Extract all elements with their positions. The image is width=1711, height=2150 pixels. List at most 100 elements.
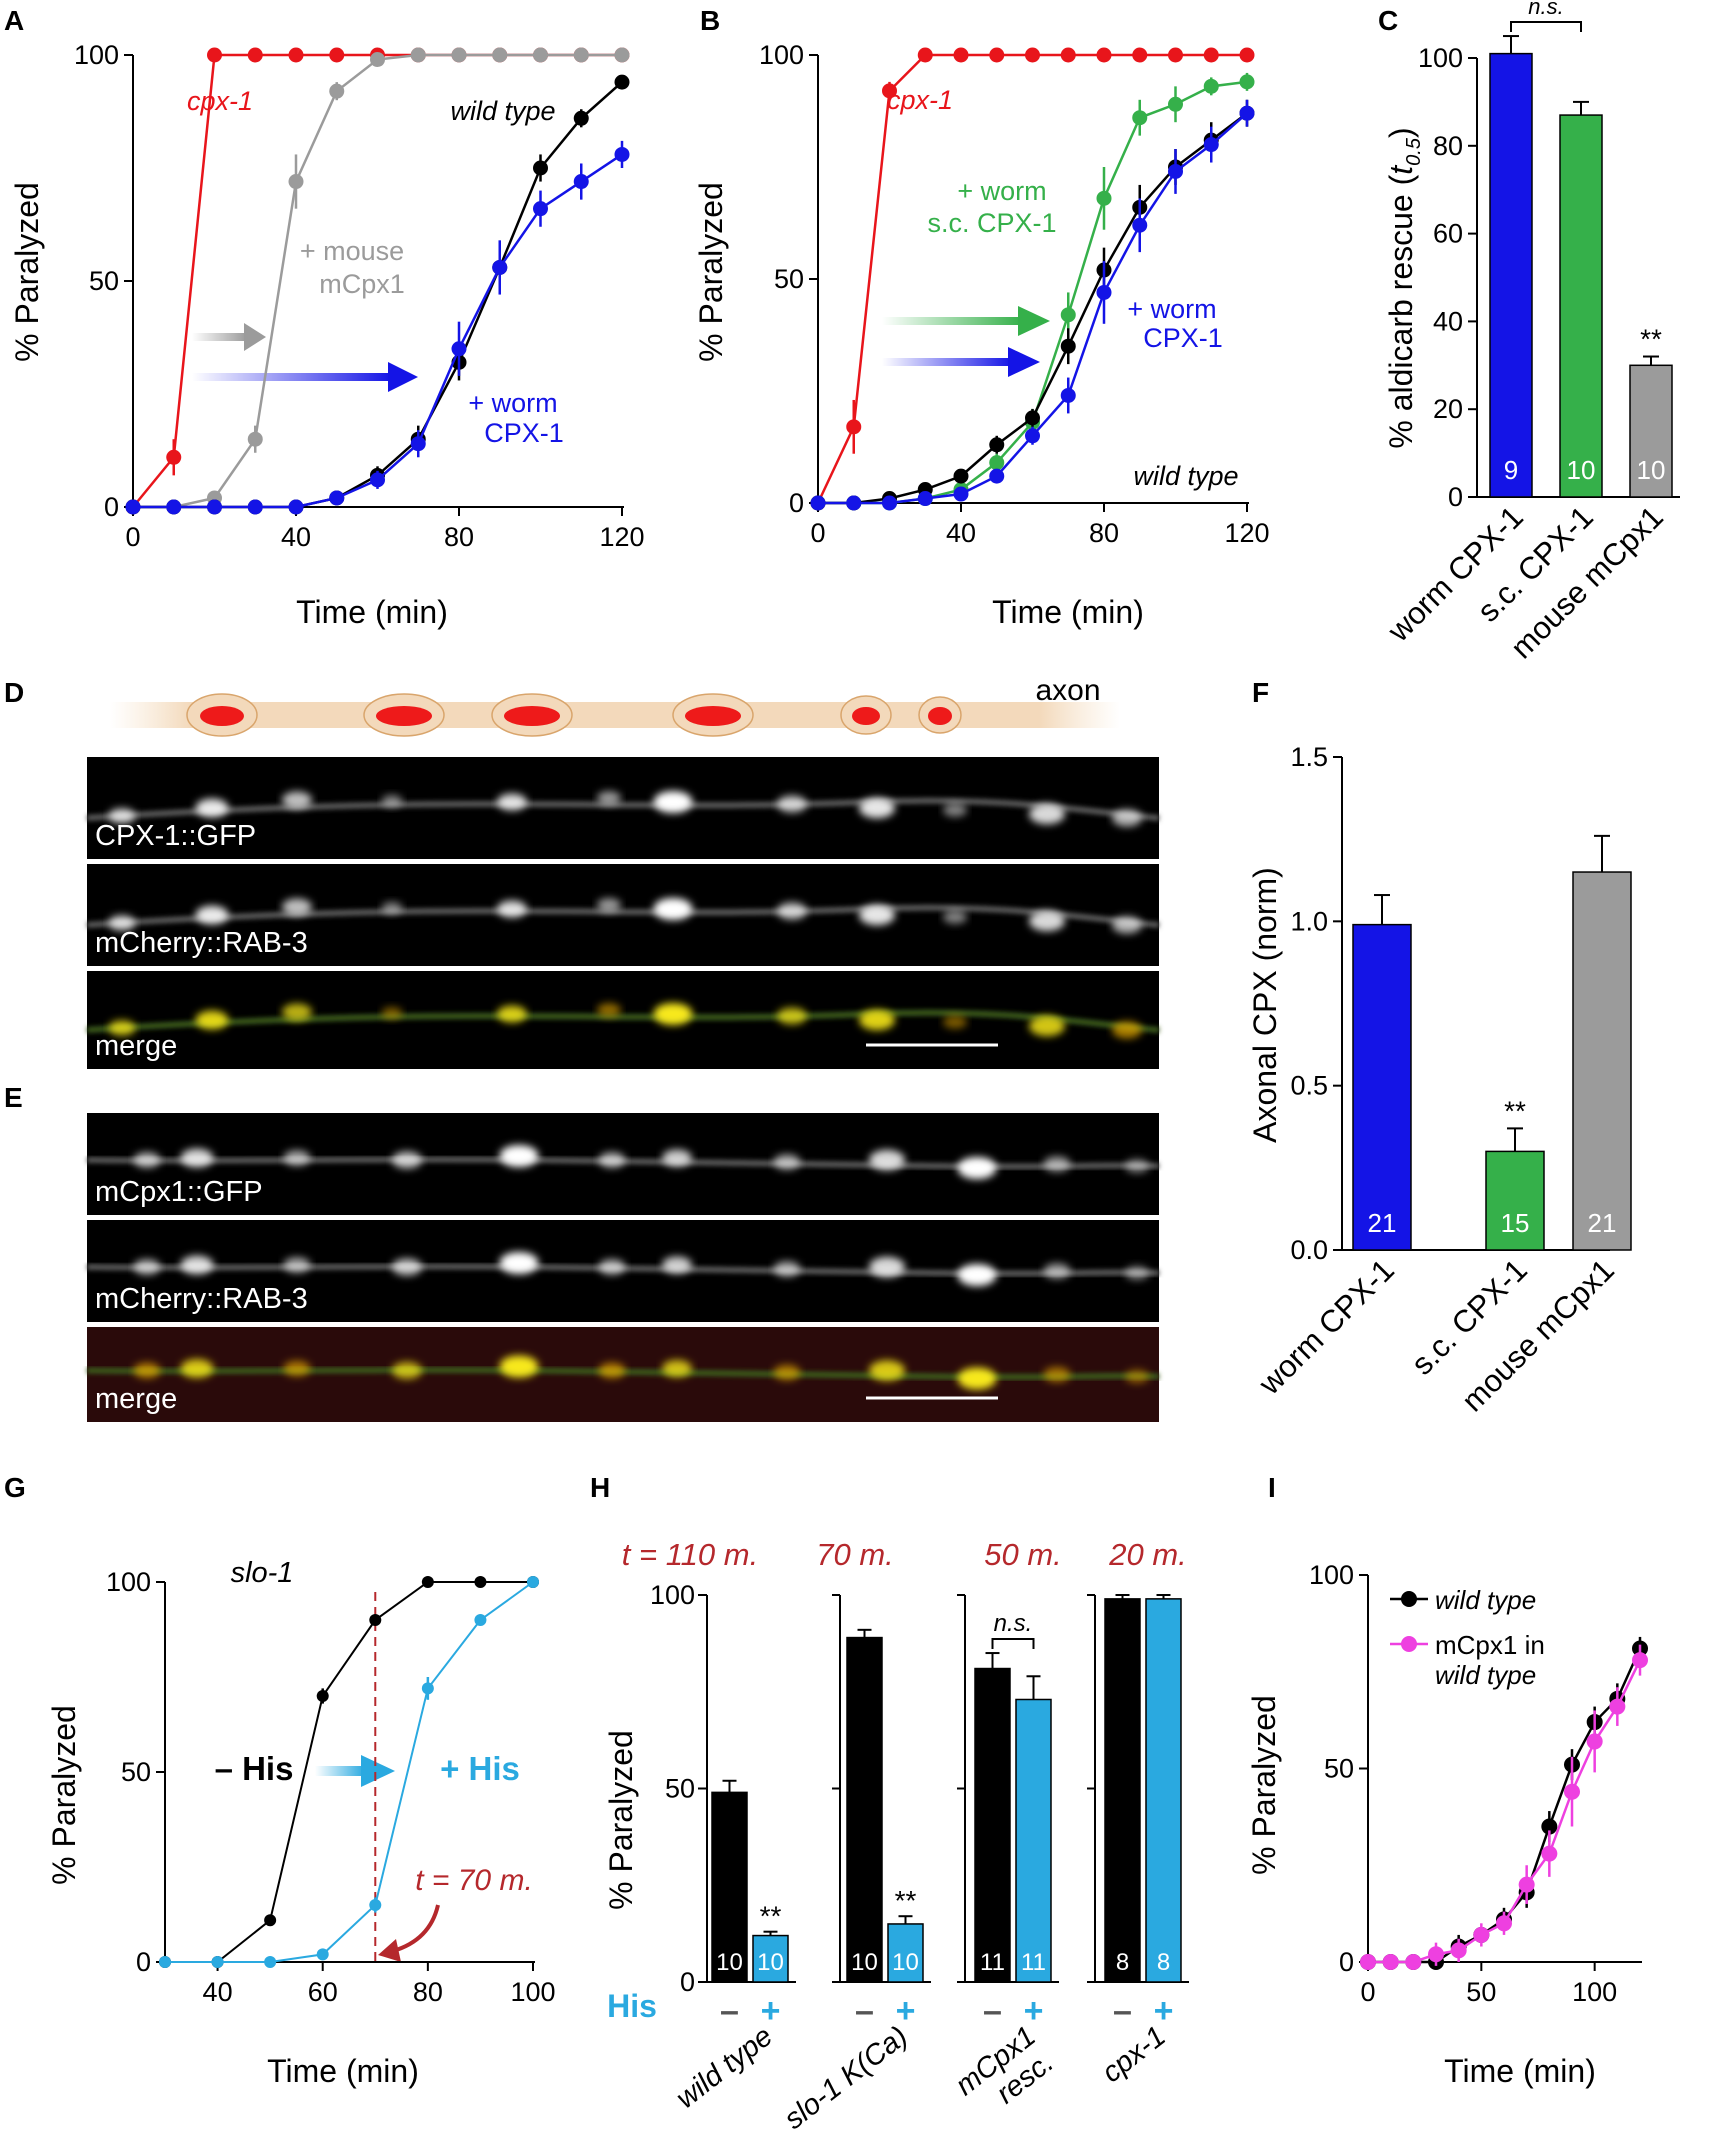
data-point-worm-cpx-1 xyxy=(247,499,263,515)
chart-i-mcpx1-in-wild-type: % Paralyzed Time (min) wild type mCpx1 i… xyxy=(1246,1560,1648,2089)
data-point-cpx-1 xyxy=(1239,47,1255,63)
micrograph-mcpx1-gfp: mCpx1::GFP xyxy=(86,1113,1160,1215)
legend-marker-wild-type xyxy=(1401,1591,1417,1607)
data-point-cpx-1 xyxy=(1025,47,1040,63)
his-minus-sign: – xyxy=(1113,1992,1132,2030)
significance-stars: ** xyxy=(1504,1095,1526,1126)
merge-puncta xyxy=(597,1003,621,1017)
chart-g-slo1-his: % Paralyzed Time (min) slo-1 – His + His… xyxy=(46,1557,556,2089)
bar-n-label: 10 xyxy=(716,1949,743,1976)
merge-puncta xyxy=(282,1003,312,1021)
merge-puncta xyxy=(381,1007,403,1019)
x-tick-label: 60 xyxy=(308,1977,338,2007)
fluorescent-puncta xyxy=(777,795,807,813)
y-tick-label: 0 xyxy=(680,1967,695,1997)
fluorescent-puncta xyxy=(282,791,312,809)
data-point-mouse-mcpx1 xyxy=(533,47,548,63)
fluorescent-puncta xyxy=(282,898,312,916)
micrograph-cpx1-gfp: CPX-1::GFP xyxy=(86,757,1160,859)
merge-puncta xyxy=(662,1360,692,1377)
chart-i-xlabel: Time (min) xyxy=(1444,2053,1596,2089)
chart-c-aldicarb-rescue: % aldicarb rescue (t0.5) 0204060801009wo… xyxy=(1380,0,1680,665)
his-minus-sign: – xyxy=(720,1992,739,2030)
chart-b-paralysis-time-course: % Paralyzed Time (min) cpx-1 wild type +… xyxy=(693,40,1270,630)
time-label: t = 110 m. xyxy=(622,1537,758,1572)
chart-g-label-t70: t = 70 m. xyxy=(415,1864,533,1897)
chart-c-ylabel-var: t xyxy=(1383,165,1419,175)
chart-c-ylabel-main: % aldicarb rescue ( xyxy=(1383,174,1419,448)
category-label: worm CPX-1 xyxy=(1251,1252,1401,1402)
legend-label-mcpx1-line2: wild type xyxy=(1435,1660,1536,1690)
legend-label-mcpx1-line1: mCpx1 in xyxy=(1435,1630,1545,1660)
merge-puncta xyxy=(392,1362,422,1379)
data-point-his xyxy=(264,1914,277,1927)
y-tick-label: 0 xyxy=(1448,482,1463,512)
fluorescent-puncta xyxy=(777,902,807,920)
merge-puncta xyxy=(859,1009,895,1031)
chart-a-label-wild-type: wild type xyxy=(450,96,555,126)
y-tick-label: 0 xyxy=(136,1947,151,1977)
chart-b-label-worm-line2: CPX-1 xyxy=(1143,323,1223,353)
data-point-mcpx1-in-wild-type xyxy=(1541,1845,1558,1862)
bar-worm-cpx-1 xyxy=(1352,923,1412,1251)
fluorescent-puncta xyxy=(957,1263,997,1287)
data-point-mcpx1-in-wild-type xyxy=(1496,1915,1512,1932)
panel-label-f: F xyxy=(1252,677,1269,708)
merge-puncta xyxy=(1112,1021,1142,1039)
fluorescent-puncta xyxy=(662,1149,692,1167)
fluorescent-puncta xyxy=(653,790,693,814)
chart-c-ylabel-sub: 0.5 xyxy=(1403,137,1425,166)
fluorescent-puncta xyxy=(381,902,403,914)
data-point-worm-cpx-1 xyxy=(207,499,222,515)
data-point-his xyxy=(369,1899,382,1911)
fluorescent-puncta xyxy=(499,1251,539,1275)
fluorescent-puncta xyxy=(180,1255,214,1275)
series-line-his xyxy=(165,1581,534,1963)
chart-g-label-minus-his: – His xyxy=(215,1750,294,1787)
chart-b-label-green-line1: + worm xyxy=(957,176,1046,206)
x-tick-label: 120 xyxy=(1224,518,1269,548)
data-point-his xyxy=(211,1956,224,1968)
chart-a-label-mouse-line2: mCpx1 xyxy=(319,269,405,299)
micrograph-mcherry-rab3: mCherry::RAB-3 xyxy=(86,864,1160,966)
group-label: cpx-1 xyxy=(1096,2020,1172,2089)
y-tick-label: 50 xyxy=(774,264,804,294)
data-point-worm-cpx-1 xyxy=(1239,105,1255,121)
merge-puncta xyxy=(1043,1366,1071,1383)
bar-n-label: 11 xyxy=(980,1949,1005,1976)
significance-stars: ** xyxy=(760,1901,782,1932)
y-tick-label: 100 xyxy=(650,1580,695,1610)
series-line-worm-cpx-1 xyxy=(133,153,623,509)
group-label: wild type xyxy=(670,2020,779,2115)
data-point-worm-s-c-cpx-1 xyxy=(1239,74,1255,90)
bar-n-label: 10 xyxy=(1637,455,1666,485)
chart-a-paralysis-time-course: % Paralyzed Time (min) cpx-1 wild type +… xyxy=(9,40,645,630)
micrograph-merge: merge xyxy=(86,971,1160,1069)
data-point-mouse-mcpx1 xyxy=(329,83,345,99)
bar-n-label: 21 xyxy=(1588,1208,1617,1238)
fluorescent-puncta xyxy=(497,900,527,918)
merge-puncta xyxy=(133,1362,161,1379)
x-tick-label: 80 xyxy=(444,522,474,552)
data-point-worm-cpx-1 xyxy=(125,499,141,515)
data-point-cpx-1 xyxy=(207,47,222,63)
data-point-mcpx1-in-wild-type xyxy=(1382,1954,1399,1970)
significance-stars: ** xyxy=(1640,324,1662,355)
merge-puncta xyxy=(773,1364,801,1381)
merge-puncta xyxy=(869,1360,905,1381)
data-point-wild-type xyxy=(614,74,630,90)
chart-a-ylabel: % Paralyzed xyxy=(9,182,45,362)
chart-i-ylabel: % Paralyzed xyxy=(1246,1695,1282,1875)
time-label: 50 m. xyxy=(984,1537,1062,1572)
fluorescent-puncta xyxy=(653,897,693,921)
y-tick-label: 50 xyxy=(1324,1754,1354,1784)
data-point-mcpx1-in-wild-type xyxy=(1609,1698,1626,1715)
synaptic-varicosity xyxy=(363,693,445,737)
chart-b-ylabel: % Paralyzed xyxy=(693,182,729,362)
y-tick-label: 100 xyxy=(106,1567,151,1597)
merge-puncta xyxy=(653,1002,693,1026)
data-point-worm-cpx-1 xyxy=(810,495,826,511)
chart-a-label-worm-line1: + worm xyxy=(468,388,557,418)
